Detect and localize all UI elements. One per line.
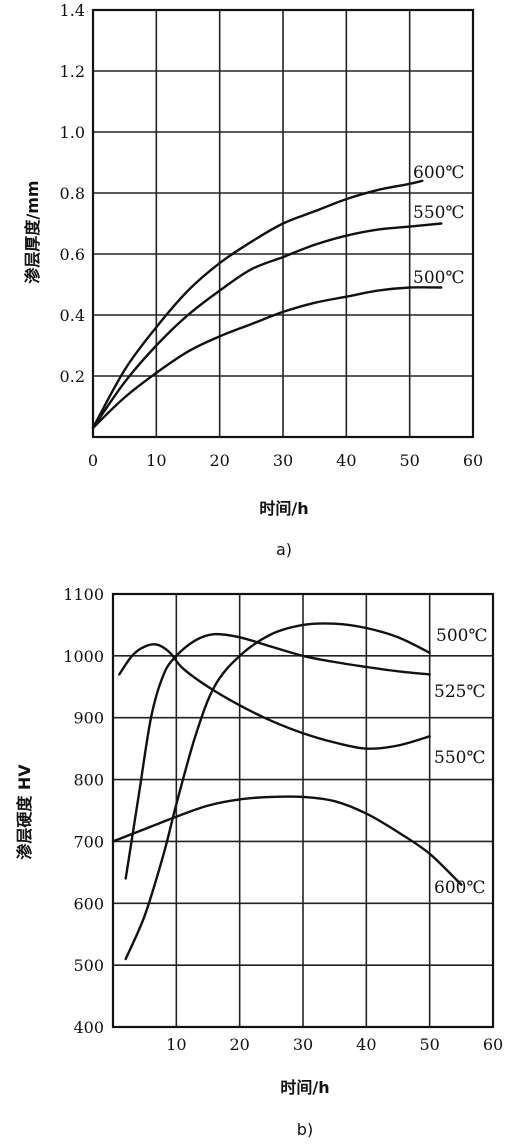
y-tick-label: 1.0: [60, 123, 85, 142]
chart-b-hardness: 10 20 30 40 50 60 40050060070080090010001100 …: [15, 585, 503, 1139]
y-tick-label: 1000: [63, 647, 104, 666]
x-tick-label: 20: [229, 1035, 249, 1054]
y-tick-label: 900: [73, 709, 104, 728]
y-tick-label: 1.2: [60, 62, 85, 81]
series-line: [124, 632, 431, 880]
series-line: [91, 222, 443, 430]
chart-b-curves: [111, 622, 463, 961]
y-tick-label: 600: [73, 894, 104, 913]
series-line: [91, 179, 424, 430]
y-tick-label: 700: [73, 832, 104, 851]
x-tick-label: 30: [293, 1035, 313, 1054]
y-tick-label: 0.8: [60, 184, 85, 203]
chart-b-plot-frame: [111, 592, 495, 1029]
x-tick-label: 50: [399, 451, 419, 470]
chart-b-series-labels: 500℃ 525℃ 550℃ 600℃: [434, 626, 487, 898]
chart-a-y-ticks: 0.2 0.4 0.6 0.8 1.0 1.2 1.4: [60, 1, 85, 386]
series-label: 550℃: [413, 203, 464, 223]
x-tick-label: 10: [146, 451, 166, 470]
chart-a-caption: a): [276, 540, 292, 559]
y-tick-label: 1.4: [60, 1, 85, 20]
series-label: 525℃: [434, 682, 485, 702]
chart-b-grid: [113, 594, 493, 1027]
chart-a-thickness: 0 10 20 30 40 50 60 0.2 0.4 0.6 0.8 1.0 1.2 1.4 600℃…: [23, 1, 483, 559]
chart-a-series-labels: 600℃ 550℃ 500℃: [413, 163, 464, 288]
y-tick-label: 0.2: [60, 367, 85, 386]
chart-a-plot-frame: [91, 8, 475, 439]
chart-a-y-axis-label: 渗层厚度/mm: [23, 180, 42, 283]
chart-b-x-axis-label: 时间/h: [280, 1078, 329, 1097]
series-line: [118, 643, 431, 750]
x-tick-label: 20: [209, 451, 229, 470]
y-tick-label: 400: [73, 1018, 104, 1037]
chart-b-y-ticks: 400 500 600 700 800 900 1000 1100: [63, 585, 104, 1037]
series-line: [111, 795, 463, 886]
y-tick-label: 500: [73, 956, 104, 975]
chart-a-x-axis-label: 时间/h: [259, 499, 308, 518]
chart-b-y-axis-label: 渗层硬度 HV: [15, 764, 34, 860]
x-tick-label: 10: [166, 1035, 186, 1054]
series-label: 550℃: [434, 748, 485, 768]
chart-b-caption: b): [297, 1120, 313, 1139]
chart-a-curves: [91, 179, 443, 430]
y-tick-label: 1100: [63, 585, 104, 604]
x-tick-label: 0: [88, 451, 98, 470]
chart-b-x-ticks: 10 20 30 40 50 60: [166, 1035, 503, 1054]
chart-a-grid: [93, 10, 473, 437]
x-tick-label: 40: [356, 1035, 376, 1054]
series-label: 500℃: [413, 268, 464, 288]
x-tick-label: 40: [336, 451, 356, 470]
chart-a-x-ticks: 0 10 20 30 40 50 60: [88, 451, 483, 470]
series-line: [91, 286, 443, 430]
series-label: 500℃: [436, 626, 487, 646]
y-tick-label: 0.4: [60, 306, 85, 325]
series-label: 600℃: [413, 163, 464, 183]
y-tick-label: 0.6: [60, 245, 85, 264]
x-tick-label: 60: [463, 451, 483, 470]
x-tick-label: 50: [419, 1035, 439, 1054]
x-tick-label: 60: [483, 1035, 503, 1054]
x-tick-label: 30: [273, 451, 293, 470]
y-tick-label: 800: [73, 771, 104, 790]
series-label: 600℃: [434, 878, 485, 898]
series-line: [124, 622, 431, 961]
